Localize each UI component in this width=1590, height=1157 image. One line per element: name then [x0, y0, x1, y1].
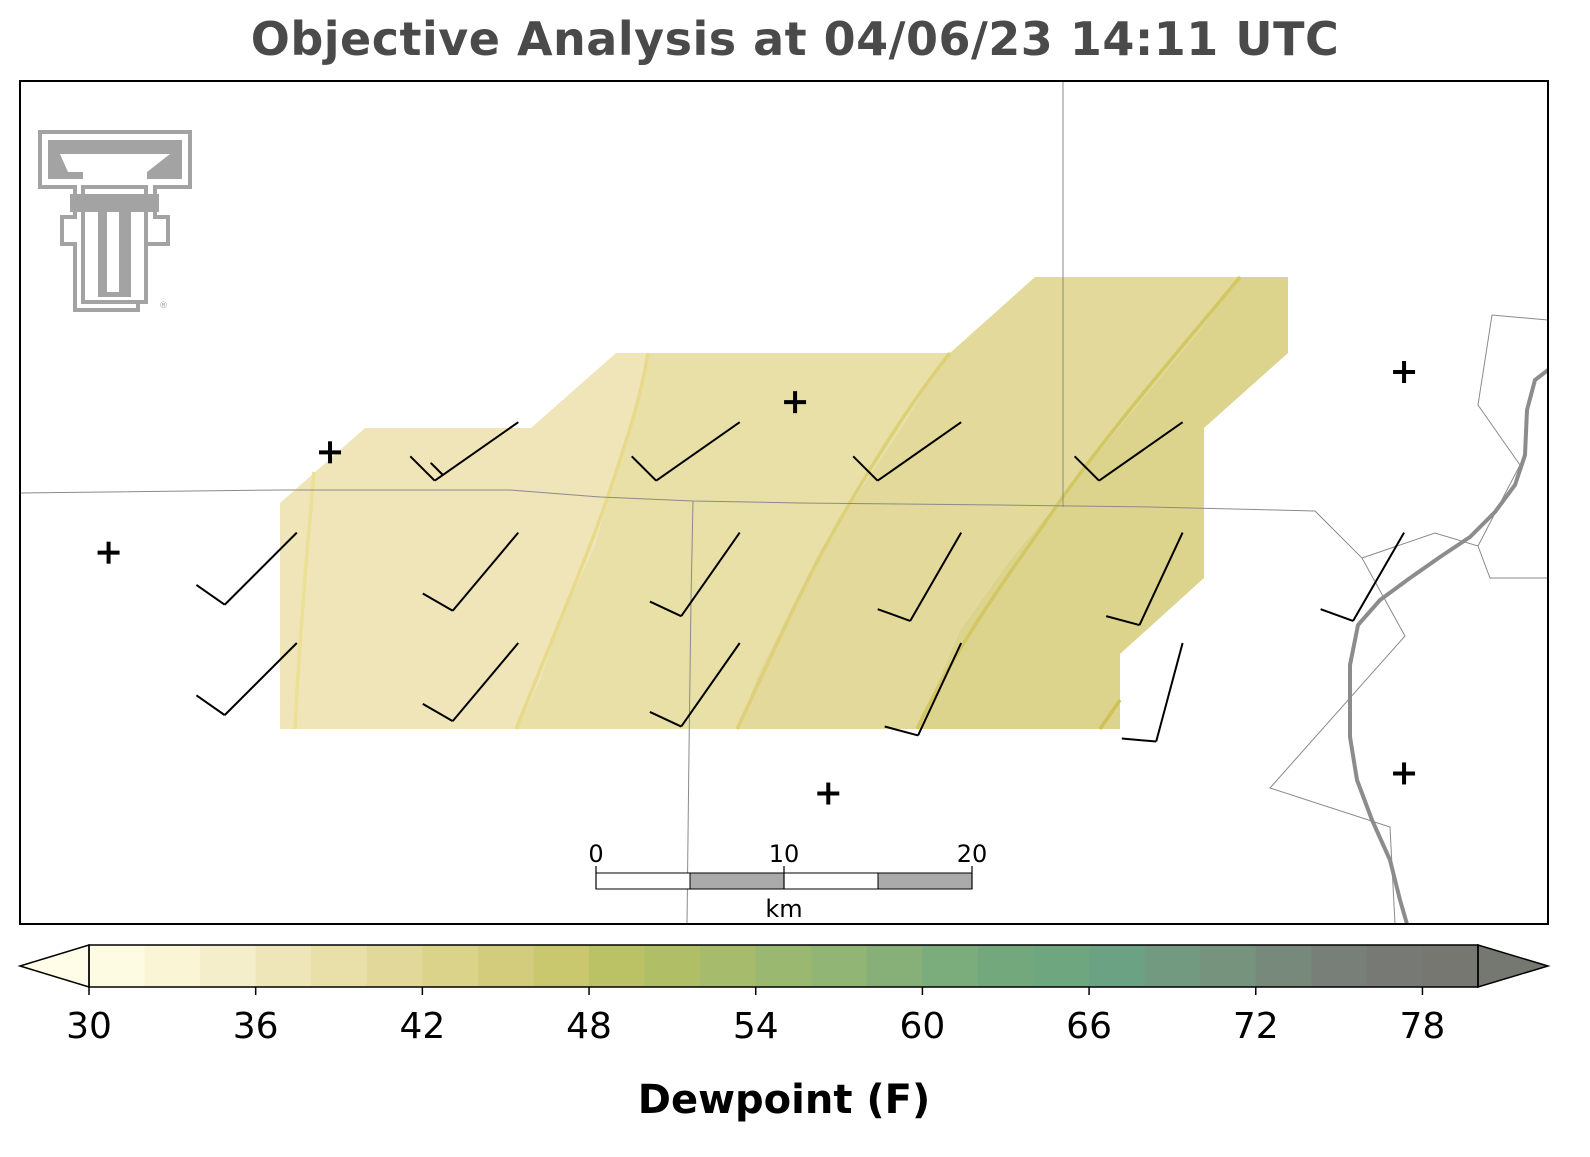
- colorbar-cell: [144, 945, 201, 987]
- scale-label-10: 10: [769, 840, 800, 868]
- colorbar-tick-label: 72: [1233, 1006, 1279, 1047]
- dewpoint-field: [280, 275, 1288, 730]
- colorbar-cell: [1089, 945, 1146, 987]
- station-markers: [97, 230, 1416, 805]
- wind-barb-icon: [409, 421, 519, 482]
- map-border: [19, 80, 1549, 925]
- station-marker-icon: [319, 441, 342, 464]
- colorbar-tick-label: 30: [66, 1006, 112, 1047]
- colorbar-ticks: 30 36 42 48 54 60 66 72 78: [66, 987, 1445, 1047]
- colorbar-cell: [1255, 945, 1312, 987]
- colorbar-cell: [366, 945, 423, 987]
- colorbar-cell: [755, 945, 812, 987]
- colorbar-outline: [88, 944, 1479, 988]
- wind-barb-icon: [852, 421, 962, 482]
- colorbar-cell: [977, 945, 1035, 987]
- colorbar-tick-label: 78: [1400, 1006, 1446, 1047]
- colorbar-cell: [1311, 945, 1368, 987]
- colorbar-cell: [700, 945, 757, 987]
- wind-barb-icon: [195, 642, 298, 716]
- wind-barbs: [195, 421, 1405, 743]
- logo-stem-highlight: [107, 212, 119, 292]
- wind-barb-icon: [1121, 642, 1184, 743]
- logo-registered-mark: ®: [159, 301, 168, 311]
- colorbar-cell: [1422, 945, 1479, 987]
- state-boundary: [1348, 368, 1548, 924]
- colorbar-label: Dewpoint (F): [638, 1077, 931, 1123]
- wind-barb-icon: [1073, 421, 1184, 482]
- colorbar-cell: [1144, 945, 1201, 987]
- colorbar-cells: [89, 945, 1479, 987]
- dewpoint-band-42-44: [917, 277, 1288, 729]
- scale-label-20: 20: [957, 840, 988, 868]
- wind-barb-icon: [422, 531, 520, 612]
- station-marker-icon: [817, 782, 840, 805]
- colorbar-cell: [1366, 945, 1424, 987]
- station-marker-icon: [1393, 361, 1416, 384]
- scale-unit: km: [765, 895, 802, 923]
- colorbar: 30 36 42 48 54 60 66 72 78 Dewpoint (F): [17, 943, 1551, 1123]
- colorbar-tick-label: 60: [899, 1006, 945, 1047]
- scale-segment-2: [689, 872, 785, 890]
- colorbar-cell: [311, 945, 368, 987]
- scale-label-0: 0: [588, 840, 603, 868]
- colorbar-cell: [422, 945, 479, 987]
- logo-inner-top: [48, 140, 182, 179]
- dewpoint-contour-40: [735, 351, 952, 730]
- colorbar-tick-label: 36: [233, 1006, 279, 1047]
- colorbar-cell: [1033, 945, 1090, 987]
- dewpoint-contour-38: [514, 352, 650, 730]
- logo-inner-bar: [70, 194, 159, 212]
- colorbar-tick-label: 66: [1066, 1006, 1112, 1047]
- wind-barb-icon: [631, 421, 741, 482]
- station-marker-icon: [1393, 762, 1416, 785]
- texas-tech-logo-icon: ®: [38, 130, 192, 312]
- wind-barb-icon: [422, 642, 520, 723]
- scale-segment-1: [595, 872, 691, 890]
- county-boundaries: [20, 81, 1548, 924]
- colorbar-cell: [255, 945, 312, 987]
- colorbar-cell: [922, 945, 979, 987]
- colorbar-tick-label: 54: [733, 1006, 779, 1047]
- wind-barb-icon: [1105, 532, 1184, 627]
- colorbar-cell: [811, 945, 868, 987]
- colorbar-extend-low: [17, 943, 90, 989]
- county-line-ne: [1477, 314, 1548, 547]
- dewpoint-band-40-42: [737, 277, 1238, 729]
- scale-segment-4: [877, 872, 973, 890]
- colorbar-cell: [533, 945, 590, 987]
- colorbar-extend-high: [1477, 943, 1551, 989]
- wind-barb-icon: [884, 642, 963, 737]
- colorbar-cell: [644, 945, 701, 987]
- map-title: Objective Analysis at 04/06/23 14:11 UTC: [250, 12, 1340, 66]
- wind-barb-icon: [195, 531, 298, 606]
- colorbar-cell: [200, 945, 257, 987]
- dewpoint-band-36-38: [280, 353, 648, 729]
- station-marker-icon: [784, 391, 807, 414]
- county-line-se: [1269, 510, 1406, 924]
- colorbar-tick-label: 42: [399, 1006, 445, 1047]
- wind-barb-icon: [1320, 532, 1405, 622]
- colorbar-cell: [477, 945, 535, 987]
- wind-barb-icon: [649, 642, 741, 728]
- colorbar-cell: [1200, 945, 1257, 987]
- map-panel: [19, 80, 1549, 925]
- wind-barb-icon: [877, 532, 963, 622]
- station-marker-icon: [97, 541, 120, 564]
- dewpoint-contour-44: [1098, 699, 1122, 730]
- scale-segment-3: [783, 872, 879, 890]
- colorbar-tick-label: 48: [566, 1006, 612, 1047]
- county-line-v-west: [686, 500, 694, 924]
- wind-barb-icon: [649, 532, 741, 618]
- dewpoint-contour-37: [293, 471, 316, 730]
- colorbar-cell: [89, 945, 146, 987]
- colorbar-cell: [589, 945, 646, 987]
- colorbar-cell: [866, 945, 923, 987]
- scale-bar: 0 10 20 km: [588, 840, 987, 923]
